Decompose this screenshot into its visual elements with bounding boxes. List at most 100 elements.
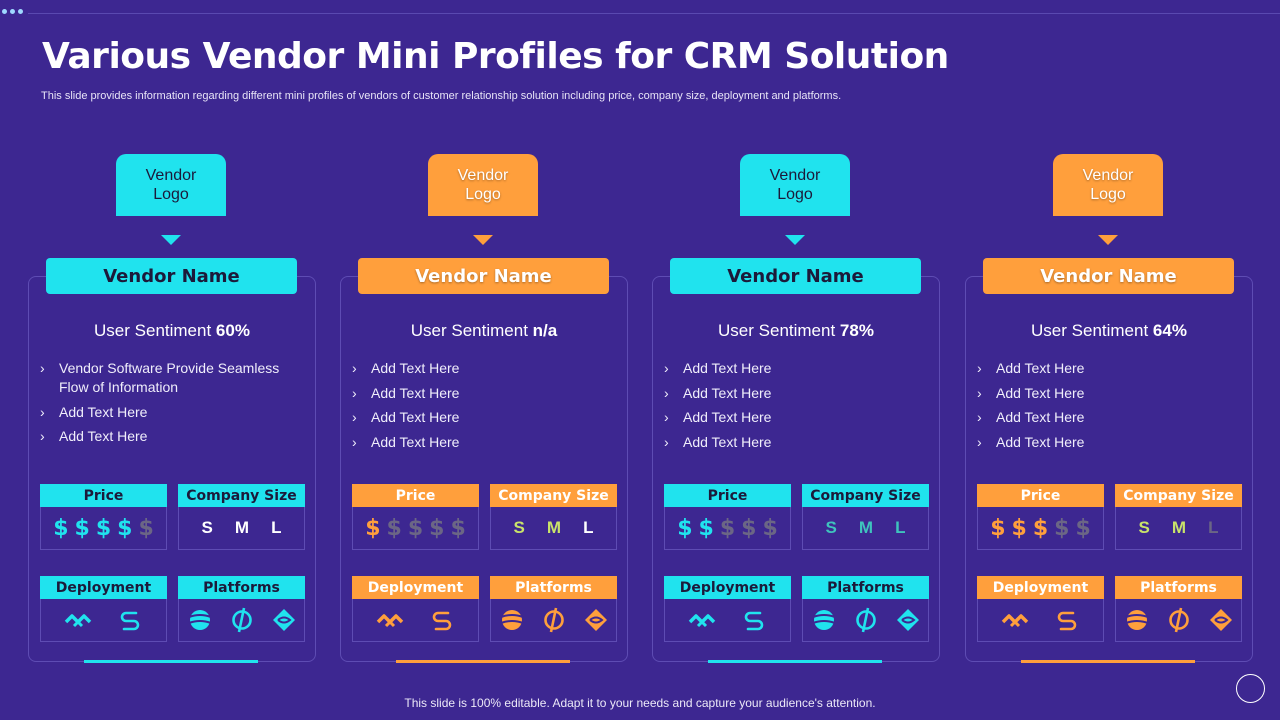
company-size-header: Company Size: [802, 484, 929, 507]
dollar-icon: $: [1054, 515, 1070, 541]
deployment-tile: Deployment: [352, 576, 479, 642]
platforms-tile: Platforms: [802, 576, 929, 642]
vendor-logo-line2: Logo: [465, 186, 501, 203]
bullet-item: Add Text Here: [352, 433, 616, 452]
vendor-name: Vendor Name: [46, 258, 297, 294]
bullet-item: Add Text Here: [352, 384, 616, 403]
globe-icon: [498, 606, 526, 634]
down-arrow-icon: [785, 235, 805, 245]
size-m: M: [234, 518, 250, 537]
vendor-logo[interactable]: Vendor Logo: [116, 154, 226, 216]
price-header: Price: [40, 484, 167, 507]
vendor-name: Vendor Name: [358, 258, 609, 294]
dollar-icon: $: [95, 515, 112, 541]
deployment-tile: Deployment: [664, 576, 791, 642]
diamond-swirl-icon: [582, 606, 610, 634]
deployment-header: Deployment: [40, 576, 167, 599]
bullet-item: Add Text Here: [977, 408, 1241, 427]
diamond-swirl-icon: [270, 606, 298, 634]
bullet-item: Add Text Here: [977, 384, 1241, 403]
company-size-header: Company Size: [178, 484, 305, 507]
deployment-header: Deployment: [352, 576, 479, 599]
vendor-logo-line1: Vendor: [145, 167, 197, 184]
card-underline: [1021, 660, 1195, 663]
user-sentiment: User Sentiment n/a: [340, 321, 628, 341]
page-title: Various Vendor Mini Profiles for CRM Sol…: [42, 36, 949, 77]
vendor-logo[interactable]: Vendor Logo: [1053, 154, 1163, 216]
price-header: Price: [664, 484, 791, 507]
platforms-header: Platforms: [1115, 576, 1242, 599]
dollar-icon: $: [74, 515, 90, 541]
dollar-icon: $: [1075, 515, 1091, 541]
top-rule: [28, 13, 1280, 14]
vendor-name: Vendor Name: [670, 258, 921, 294]
s-curve-icon: [116, 606, 144, 634]
vendor-profile-1: Vendor Logo Vendor Name User Sentiment 6…: [28, 154, 318, 664]
vendor-logo[interactable]: Vendor Logo: [740, 154, 850, 216]
bullet-item: Add Text Here: [664, 384, 928, 403]
platforms-icons: [490, 599, 617, 642]
price-tile: Price $ $ $ $ $: [40, 484, 167, 550]
bullet-item: Add Text Here: [664, 433, 928, 452]
price-tile: Price $ $ $ $ $: [977, 484, 1104, 550]
platforms-icons: [1115, 599, 1242, 642]
size-s: S: [1138, 518, 1150, 537]
dollar-icon: $: [719, 515, 736, 541]
vendor-profile-2: Vendor Logo Vendor Name User Sentiment n…: [340, 154, 630, 664]
deployment-icons: [352, 599, 479, 642]
dollar-icon: $: [762, 515, 778, 541]
sentiment-value: 60%: [215, 321, 250, 340]
company-size-tile: Company Size S M L: [1115, 484, 1242, 550]
deployment-header: Deployment: [664, 576, 791, 599]
page-subtitle: This slide provides information regardin…: [41, 90, 842, 102]
vendor-logo-line2: Logo: [153, 186, 189, 203]
card-underline: [708, 660, 882, 663]
platforms-icons: [802, 599, 929, 642]
dollar-icon: $: [53, 515, 69, 541]
dollar-icon: $: [365, 515, 381, 541]
circle-slash-icon: [1165, 606, 1193, 634]
circle-icon: [1236, 674, 1265, 703]
dollar-icon: $: [407, 515, 424, 541]
circle-slash-icon: [852, 606, 880, 634]
size-m: M: [546, 518, 562, 537]
price-header: Price: [352, 484, 479, 507]
vendor-logo[interactable]: Vendor Logo: [428, 154, 538, 216]
card-underline: [396, 660, 570, 663]
price-rating: $ $ $ $ $: [352, 507, 479, 550]
zigzag-icon: [688, 606, 716, 634]
bullet-list: Vendor Software Provide Seamless Flow of…: [40, 359, 304, 452]
s-curve-icon: [428, 606, 456, 634]
platforms-header: Platforms: [490, 576, 617, 599]
deployment-icons: [977, 599, 1104, 642]
globe-icon: [186, 606, 214, 634]
dollar-icon: $: [1011, 515, 1027, 541]
deployment-icons: [40, 599, 167, 642]
bullet-list: Add Text Here Add Text Here Add Text Here A…: [664, 359, 928, 457]
circle-slash-icon: [228, 606, 256, 634]
user-sentiment: User Sentiment 64%: [965, 321, 1253, 341]
sentiment-label: User Sentiment: [94, 321, 216, 340]
deployment-header: Deployment: [977, 576, 1104, 599]
size-s: S: [825, 518, 837, 537]
size-l: L: [1208, 518, 1219, 537]
dots-icon: [2, 9, 23, 14]
card-underline: [84, 660, 258, 663]
deployment-tile: Deployment: [40, 576, 167, 642]
size-s: S: [513, 518, 525, 537]
down-arrow-icon: [473, 235, 493, 245]
vendor-logo-line1: Vendor: [769, 167, 821, 184]
platforms-tile: Platforms: [178, 576, 305, 642]
company-size-tile: Company Size S M L: [802, 484, 929, 550]
size-m: M: [858, 518, 874, 537]
price-rating: $ $ $ $ $: [40, 507, 167, 550]
vendor-profile-4: Vendor Logo Vendor Name User Sentiment 6…: [965, 154, 1255, 664]
dollar-icon: $: [429, 515, 445, 541]
deployment-icons: [664, 599, 791, 642]
diamond-swirl-icon: [894, 606, 922, 634]
sentiment-value: 64%: [1152, 321, 1187, 340]
dollar-icon: $: [138, 515, 154, 541]
